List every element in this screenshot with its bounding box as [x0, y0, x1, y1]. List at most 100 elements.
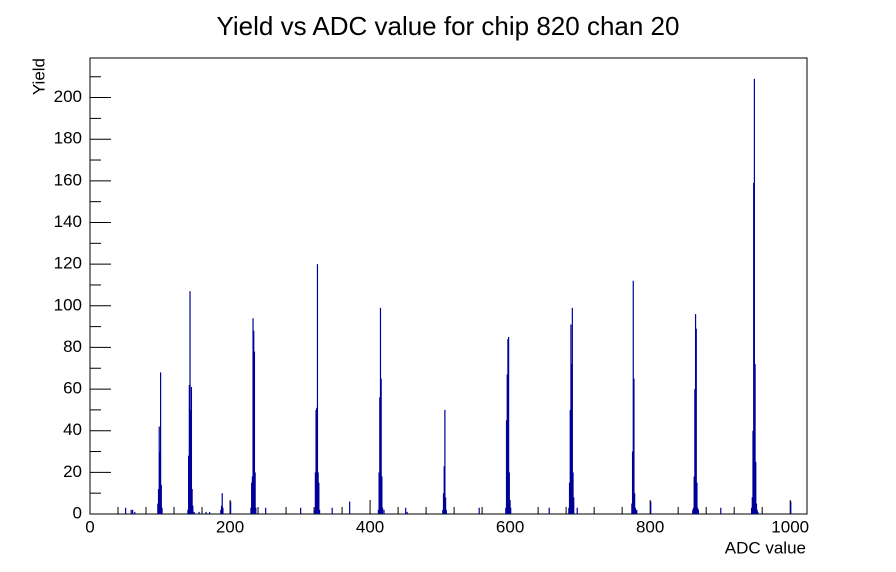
bar [790, 501, 792, 514]
bar [318, 482, 320, 514]
bar [253, 330, 255, 514]
bar [636, 509, 638, 514]
bar [750, 507, 753, 514]
bar [158, 426, 160, 514]
bar [633, 378, 635, 514]
bar [130, 509, 132, 514]
bar [316, 264, 319, 514]
bar [314, 509, 316, 514]
y-tick-label: 80 [63, 337, 82, 356]
bar [508, 337, 510, 514]
bar [188, 455, 190, 514]
bar [572, 472, 574, 514]
y-tick-label: 0 [73, 503, 82, 522]
bar [508, 472, 510, 514]
bar [755, 503, 758, 514]
bar [569, 409, 571, 514]
bar [509, 501, 511, 514]
bar [160, 484, 162, 514]
bar [720, 507, 722, 514]
bar [205, 511, 207, 514]
chart-title: Yield vs ADC value for chip 820 chan 20 [217, 11, 680, 41]
bar [157, 503, 159, 514]
x-tick-label: 0 [85, 517, 94, 536]
bar [697, 507, 699, 514]
bar [378, 472, 380, 514]
bar [132, 509, 134, 514]
bar [250, 507, 252, 514]
bar [752, 430, 754, 514]
y-tick-label: 100 [54, 295, 82, 314]
bar [634, 507, 636, 514]
y-tick-label: 200 [54, 87, 82, 106]
bar [443, 466, 445, 514]
bar [634, 493, 636, 514]
bar [694, 314, 697, 514]
bar [442, 509, 444, 514]
y-tick-label: 20 [63, 462, 82, 481]
bar [444, 409, 446, 514]
bar [692, 509, 694, 514]
bar [753, 182, 755, 514]
bar [189, 291, 191, 514]
bar [230, 501, 232, 514]
x-tick-label: 800 [636, 517, 664, 536]
bar [507, 339, 509, 514]
bar [160, 372, 162, 514]
bar [251, 482, 253, 514]
bar [209, 511, 211, 514]
x-tick-label: 400 [356, 517, 384, 536]
bar [191, 489, 193, 514]
x-tick-label: 600 [496, 517, 524, 536]
bar [570, 324, 572, 514]
bar [380, 378, 382, 514]
bar [576, 507, 578, 514]
bar [377, 509, 379, 514]
bar [635, 509, 637, 514]
bar [696, 482, 698, 514]
bar [198, 511, 200, 514]
bar [694, 389, 696, 514]
bar [505, 507, 507, 514]
bar [751, 497, 753, 514]
bar [693, 476, 695, 514]
bar [383, 509, 385, 514]
bar [381, 507, 384, 514]
bar [753, 78, 755, 515]
plot-frame [89, 57, 808, 515]
bar [221, 493, 223, 514]
bar [125, 507, 127, 514]
bar [159, 451, 161, 514]
bar [252, 318, 254, 514]
bar [406, 511, 408, 514]
bar [379, 397, 381, 514]
y-tick-label: 40 [63, 420, 82, 439]
bar [510, 507, 512, 514]
y-tick-label: 180 [54, 129, 82, 148]
bar [506, 374, 508, 514]
bar [316, 407, 318, 514]
bar [187, 509, 189, 514]
bar [157, 489, 160, 514]
bar [568, 482, 571, 514]
y-tick-label: 160 [54, 170, 82, 189]
bar [548, 507, 550, 514]
bar [134, 511, 136, 514]
y-tick-label: 60 [63, 379, 82, 398]
bar [253, 351, 256, 514]
bar [697, 509, 699, 514]
bar [254, 472, 256, 514]
x-axis-label: ADC value [725, 538, 806, 557]
bar [695, 328, 697, 514]
bar [220, 505, 223, 514]
bar [445, 509, 447, 514]
bar [442, 493, 445, 514]
bar [632, 280, 634, 514]
bar [318, 509, 321, 514]
bar [349, 501, 351, 514]
bar [650, 501, 652, 514]
bar [505, 420, 508, 514]
bar [754, 364, 756, 514]
bar [331, 507, 333, 514]
